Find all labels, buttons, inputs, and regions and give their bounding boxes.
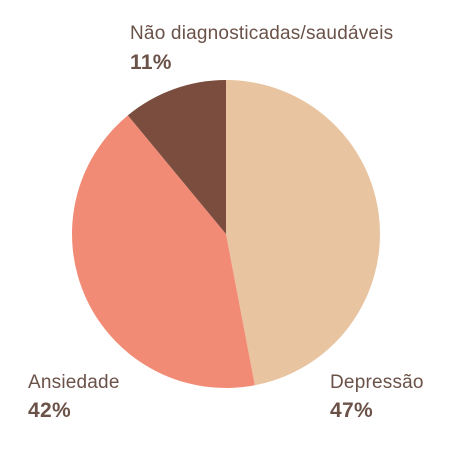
pie-slice-depressao (226, 80, 380, 386)
slice-label-ansiedade: Ansiedade (28, 372, 120, 393)
label-nao-diagnosticadas: Não diagnosticadas/saudáveis 11% (130, 23, 393, 74)
pie-slice-nao-diagnosticadas (127, 80, 226, 234)
slice-value-nao-diagnosticadas: 11% (130, 51, 172, 74)
label-ansiedade: Ansiedade 42% (28, 372, 120, 422)
slice-label-nao-diagnosticadas: Não diagnosticadas/saudáveis (130, 23, 393, 44)
slice-label-depressao: Depressão (330, 372, 424, 393)
pie-slice-ansiedade (72, 115, 255, 388)
slice-value-depressao: 47% (330, 399, 373, 422)
slice-value-ansiedade: 42% (28, 399, 71, 422)
label-depressao: Depressão 47% (330, 372, 424, 422)
pie-slices (72, 80, 380, 388)
